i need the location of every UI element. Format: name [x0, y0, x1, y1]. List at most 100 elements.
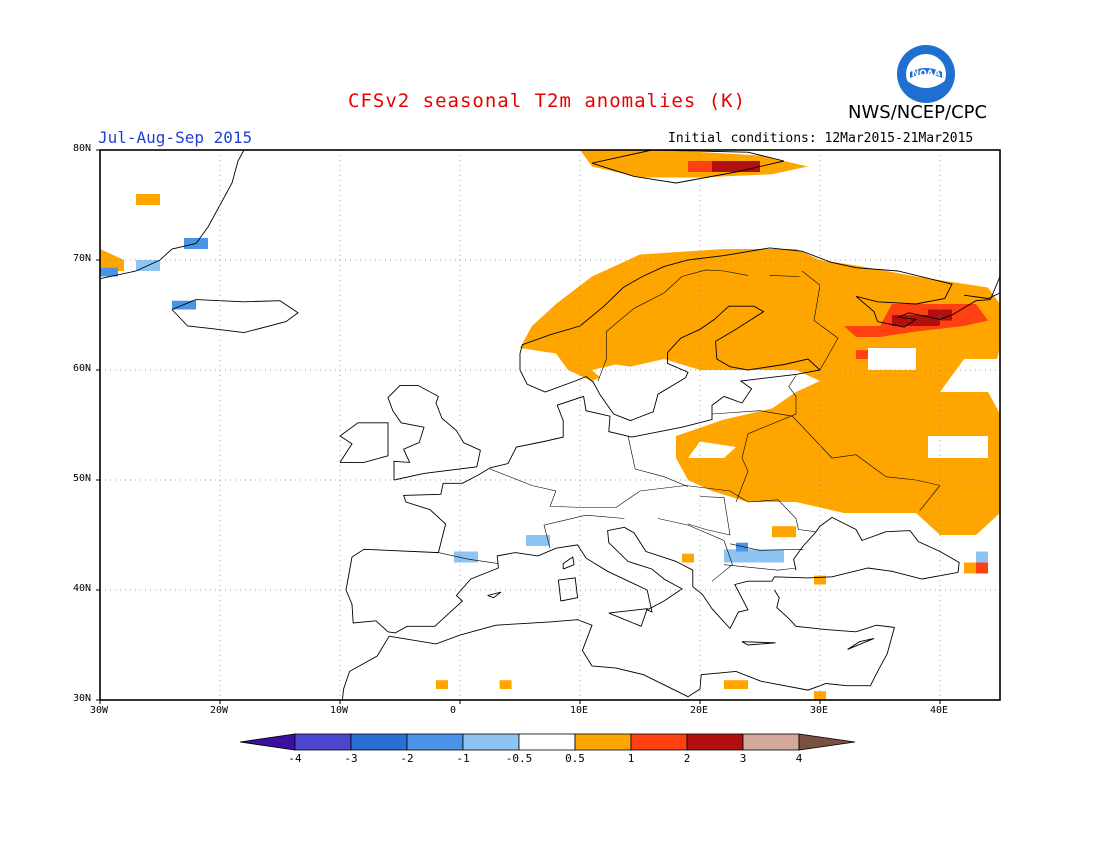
country-border — [711, 410, 941, 511]
season-label: Jul-Aug-Sep 2015 — [98, 128, 253, 147]
country-border — [735, 433, 749, 503]
britain-coast — [387, 384, 481, 481]
greenland-coast — [99, 149, 245, 280]
neutral-patch — [592, 364, 652, 381]
ireland-coast — [339, 422, 389, 463]
colorbar-segment — [294, 733, 352, 751]
lon-tick-label: 10W — [330, 705, 349, 716]
warm-cell — [688, 161, 712, 172]
europe-south-coast — [345, 516, 960, 634]
colorbar-label: -2 — [400, 752, 414, 765]
corsica-coast — [562, 556, 575, 570]
neutral-patch — [928, 436, 988, 458]
country-border — [729, 543, 804, 551]
coastlines — [99, 149, 1001, 701]
lat-tick-label: 50N — [73, 473, 92, 484]
africa-asia-coast — [341, 589, 895, 701]
colorbar-segment — [574, 733, 632, 751]
country-border — [687, 496, 731, 536]
grid-lines — [100, 150, 1000, 700]
lon-tick-label: 0 — [450, 705, 457, 716]
colorbar-label: 4 — [795, 752, 803, 765]
map-frame — [99, 149, 1001, 701]
svg-text:NOAA: NOAA — [912, 69, 941, 79]
country-border — [438, 552, 499, 564]
lon-tick-label: 20E — [690, 705, 709, 716]
kanin-coast — [963, 292, 1001, 299]
warm-cell — [796, 275, 808, 285]
country-border — [597, 269, 749, 382]
map-title: CFSv2 seasonal T2m anomalies (K) — [348, 90, 747, 112]
mallorca-coast — [487, 591, 502, 599]
cyprus-coast — [847, 637, 875, 650]
lat-tick-label: 60N — [73, 363, 92, 374]
neutral-patch — [940, 359, 1000, 392]
colorbar-label: -0.5 — [505, 752, 533, 765]
color-scale-bar — [240, 733, 856, 751]
warm-cell — [499, 680, 512, 689]
country-border — [769, 275, 800, 277]
europe-north-coast — [351, 247, 1001, 558]
warm-cell — [436, 680, 448, 689]
country-border — [627, 435, 689, 487]
noaa-logo-icon: NOAA — [897, 45, 955, 103]
colorbar-segment — [518, 733, 576, 751]
lon-tick-label: 30E — [810, 705, 829, 716]
warm-cell — [976, 562, 988, 574]
sicily-coast — [608, 608, 648, 627]
strong-warm-cell — [712, 161, 760, 172]
agency-label: NWS/NCEP/CPC — [848, 102, 988, 123]
anomaly-fills — [100, 150, 1000, 700]
lat-tick-label: 70N — [73, 253, 92, 264]
colorbar-arrow-right — [798, 733, 856, 751]
warm-cell — [772, 526, 796, 538]
country-border — [489, 468, 799, 530]
neutral-patch — [868, 348, 916, 370]
lat-tick-label: 80N — [73, 143, 92, 154]
colorbar-segment — [630, 733, 688, 751]
colorbar-segment — [350, 733, 408, 751]
colorbar-segment — [406, 733, 464, 751]
cool-cell — [736, 542, 748, 552]
lon-tick-label: 10E — [570, 705, 589, 716]
colorbar-label: -4 — [288, 752, 302, 765]
warm-anomaly-region — [520, 249, 1000, 535]
initial-conditions-label: Initial conditions: 12Mar2015-21Mar2015 — [668, 131, 974, 146]
lat-tick-label: 30N — [73, 693, 92, 704]
crete-coast — [741, 641, 776, 646]
lat-tick-label: 40N — [73, 583, 92, 594]
cool-cell — [976, 551, 988, 563]
colorbar-label: 1 — [627, 752, 635, 765]
country-border — [657, 518, 733, 582]
warm-cell — [682, 553, 694, 563]
colorbar-label: -1 — [456, 752, 470, 765]
country-border — [798, 529, 816, 532]
lon-tick-label: 40E — [930, 705, 949, 716]
colorbar-label: 0.5 — [565, 752, 585, 765]
warm-cell — [136, 194, 160, 205]
country-border — [543, 514, 625, 549]
cool-cell — [724, 549, 784, 563]
colorbar-segment — [742, 733, 800, 751]
lon-tick-label: 30W — [90, 705, 109, 716]
colorbar-label: -3 — [344, 752, 358, 765]
cool-cell — [172, 300, 196, 310]
warm-cell — [724, 680, 748, 689]
colorbar-label: 3 — [739, 752, 747, 765]
warm-cell — [964, 562, 976, 574]
greenland-warm — [100, 249, 124, 271]
country-border — [723, 564, 797, 571]
colorbar-arrow-left — [240, 733, 296, 751]
colorbar-segment — [462, 733, 520, 751]
cool-cell — [454, 551, 478, 563]
country-border — [801, 270, 839, 371]
sardinia-coast — [557, 577, 579, 602]
country-border — [747, 375, 797, 435]
warm-cell — [856, 350, 868, 359]
colorbar-label: 2 — [683, 752, 691, 765]
cool-cell — [526, 535, 550, 546]
cool-cell — [100, 267, 118, 277]
lon-tick-label: 20W — [210, 705, 229, 716]
strong-warm-cell — [892, 315, 940, 326]
